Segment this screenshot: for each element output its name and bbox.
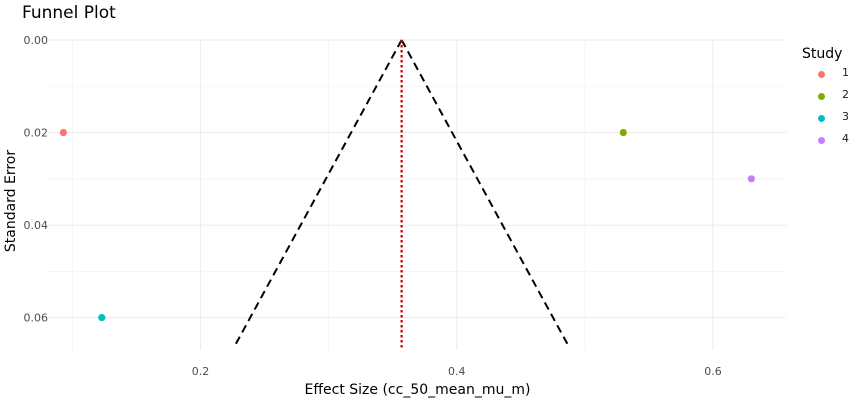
y-axis-title: Standard Error (3, 149, 19, 253)
legend-label-4: 4 (842, 132, 849, 145)
funnel-right-line (400, 39, 570, 346)
x-tick-label: 0.4 (448, 365, 466, 378)
minor-gridlines (48, 40, 786, 350)
x-tick-label: 0.6 (704, 365, 722, 378)
y-tick-label: 0.06 (24, 312, 49, 325)
legend-item-study-4: 4 (802, 132, 849, 155)
y-tick-label: 0.02 (24, 127, 49, 140)
data-point-study-2 (619, 128, 627, 137)
legend-item-study-1: 1 (802, 66, 849, 89)
legend-label-1: 1 (842, 66, 849, 79)
legend-item-study-2: 2 (802, 88, 849, 111)
legend-title: Study (802, 46, 843, 62)
data-points (59, 128, 756, 322)
data-point-study-3 (98, 314, 106, 322)
legend-key-1 (818, 71, 825, 78)
funnel-left-line (234, 39, 403, 346)
legend: Study 1 2 3 4 (802, 46, 849, 155)
y-tick-label: 0.04 (24, 219, 49, 232)
legend-label-2: 2 (842, 88, 849, 101)
funnel-lines (234, 39, 570, 346)
legend-label-3: 3 (842, 110, 849, 123)
legend-item-study-3: 3 (802, 110, 849, 133)
chart-title: Funnel Plot (22, 3, 116, 23)
x-axis-ticks: 0.2 0.4 0.6 (192, 365, 722, 378)
legend-key-2 (818, 93, 825, 100)
y-axis-ticks: 0.00 0.02 0.04 0.06 (24, 34, 49, 325)
major-gridlines (48, 39, 786, 350)
legend-key-4 (818, 137, 825, 144)
legend-key-3 (818, 115, 825, 122)
y-tick-label: 0.00 (24, 34, 49, 47)
x-tick-label: 0.2 (192, 365, 210, 378)
x-axis-title: Effect Size (cc_50_mean_mu_m) (304, 382, 531, 398)
data-point-study-1 (59, 128, 67, 137)
data-point-study-4 (747, 175, 756, 183)
